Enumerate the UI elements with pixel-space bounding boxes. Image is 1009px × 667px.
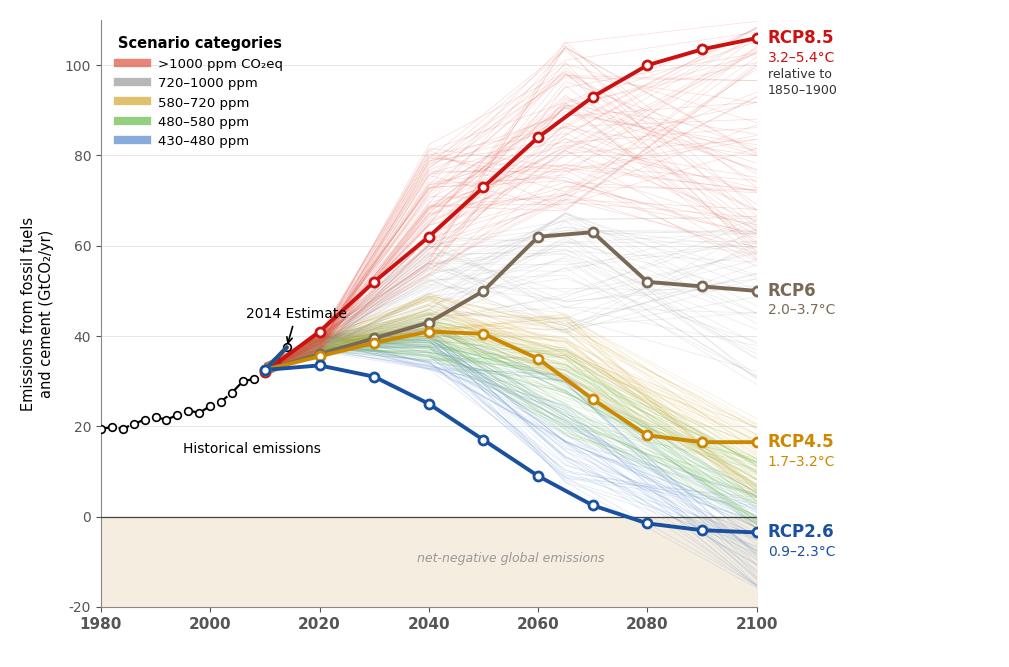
Text: net-negative global emissions: net-negative global emissions	[417, 552, 604, 565]
Text: RCP6: RCP6	[768, 282, 816, 300]
Text: 0.9–2.3°C: 0.9–2.3°C	[768, 545, 835, 559]
Legend: >1000 ppm CO₂eq, 720–1000 ppm, 580–720 ppm, 480–580 ppm, 430–480 ppm: >1000 ppm CO₂eq, 720–1000 ppm, 580–720 p…	[114, 33, 287, 152]
Text: RCP2.6: RCP2.6	[768, 524, 834, 542]
Text: RCP4.5: RCP4.5	[768, 433, 834, 451]
Text: Historical emissions: Historical emissions	[183, 442, 321, 456]
Text: 2014 Estimate: 2014 Estimate	[246, 307, 347, 343]
Text: 1.7–3.2°C: 1.7–3.2°C	[768, 455, 835, 469]
Text: relative to: relative to	[768, 67, 831, 81]
Text: 1850–1900: 1850–1900	[768, 84, 837, 97]
Text: 2.0–3.7°C: 2.0–3.7°C	[768, 303, 835, 317]
Text: 3.2–5.4°C: 3.2–5.4°C	[768, 51, 835, 65]
Text: RCP8.5: RCP8.5	[768, 29, 834, 47]
Y-axis label: Emissions from fossil fuels
and cement (GtCO₂/yr): Emissions from fossil fuels and cement (…	[21, 216, 53, 411]
